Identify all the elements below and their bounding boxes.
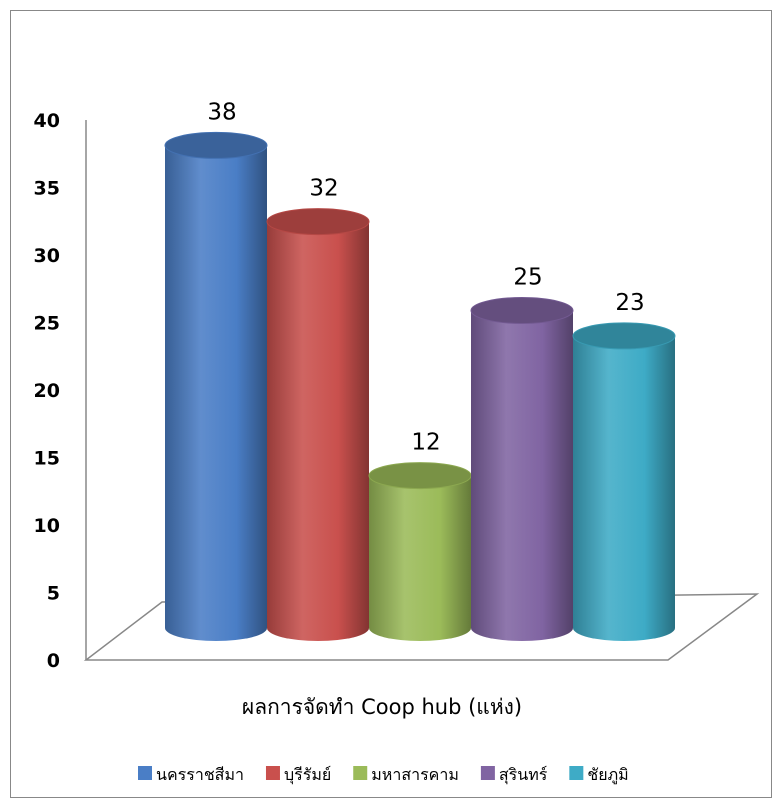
y-tick-label: 25 <box>34 313 60 335</box>
legend-label: สุรินทร์ <box>499 765 548 785</box>
legend-label: บุรีรัมย์ <box>284 765 331 785</box>
y-axis: 0 5 10 15 20 25 30 35 40 <box>34 110 87 672</box>
bar-3 <box>368 462 472 641</box>
bar-1 <box>164 131 268 641</box>
legend-swatch <box>353 766 368 780</box>
bar-body <box>369 475 471 641</box>
legend-item-1: นครราชสีมา <box>138 765 244 784</box>
legend-item-5: ชัยภูมิ <box>569 765 629 785</box>
legend-item-2: บุรีรัมย์ <box>265 765 331 785</box>
bar-body <box>471 310 573 641</box>
bar-body <box>573 335 675 641</box>
y-tick-label: 15 <box>34 448 60 470</box>
legend-swatch <box>480 766 495 780</box>
bar-top <box>572 322 676 350</box>
data-label: 32 <box>309 176 338 202</box>
x-axis-title: ผลการจัดทำ Coop hub (แห่ง) <box>242 695 522 719</box>
legend-label: ชัยภูมิ <box>587 765 628 785</box>
bar-5 <box>572 322 676 641</box>
data-label: 38 <box>207 99 236 125</box>
data-label: 25 <box>513 265 542 291</box>
bar-body <box>267 221 369 641</box>
bar-top <box>266 208 370 236</box>
y-tick-label: 20 <box>34 380 60 402</box>
legend-label: นครราชสีมา <box>156 765 244 784</box>
legend-swatch <box>265 766 280 780</box>
legend-item-3: มหาสารคาม <box>353 765 459 784</box>
data-labels: 38 32 12 25 23 <box>207 99 644 455</box>
bar-top <box>164 131 268 159</box>
bar-top <box>470 297 574 324</box>
y-tick-label: 5 <box>47 583 60 605</box>
bar-body <box>165 145 267 641</box>
y-tick-label: 40 <box>34 110 60 132</box>
legend: นครราชสีมา บุรีรัมย์ มหาสารคาม สุรินทร์ ชัยภ… <box>138 765 629 785</box>
y-tick-label: 30 <box>34 245 60 267</box>
legend-label: มหาสารคาม <box>371 765 459 784</box>
y-tick-label: 0 <box>47 650 60 672</box>
bars <box>164 131 676 641</box>
bar-2 <box>266 208 370 641</box>
legend-swatch <box>569 766 584 780</box>
legend-swatch <box>138 766 152 780</box>
data-label: 12 <box>411 430 440 456</box>
y-tick-label: 35 <box>34 178 60 200</box>
bar-top <box>368 462 472 490</box>
y-tick-label: 10 <box>34 515 60 537</box>
data-label: 23 <box>615 290 644 316</box>
legend-item-4: สุรินทร์ <box>480 765 548 785</box>
bar-4 <box>470 297 574 641</box>
